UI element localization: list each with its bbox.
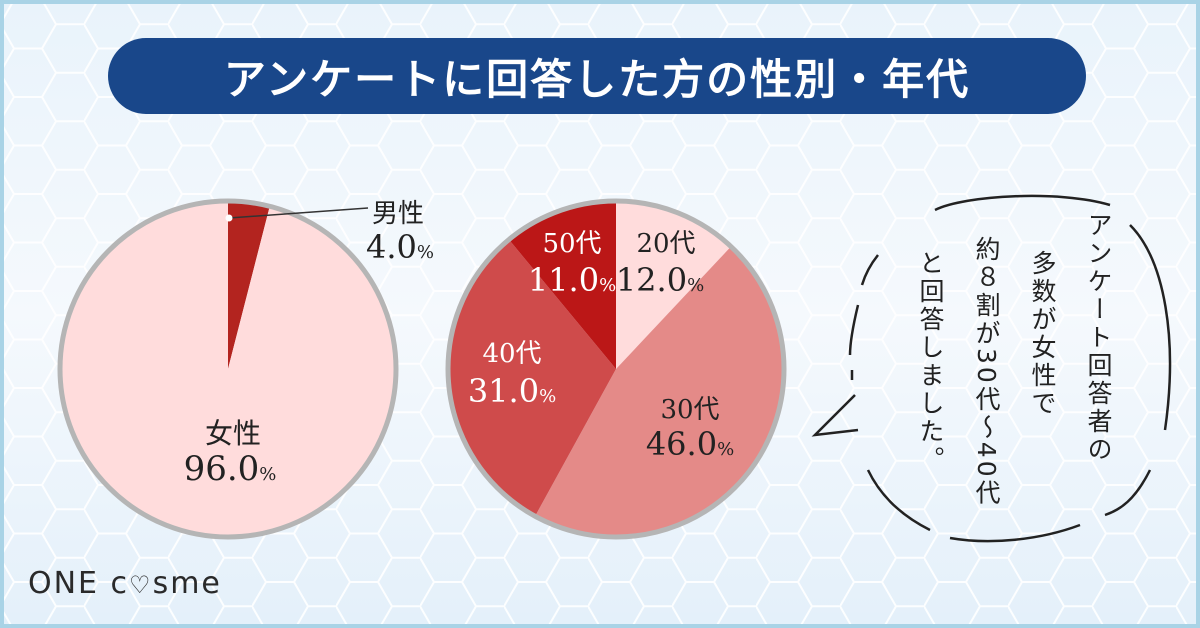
age30-label: 30代 bbox=[660, 395, 719, 425]
age-slice-1 bbox=[535, 246, 785, 538]
male-value: 4.0 bbox=[366, 228, 417, 266]
male-label: 男性 bbox=[372, 199, 424, 229]
bubble-line-1: アンケート回答者の bbox=[1084, 212, 1113, 464]
age40-value-label: 31.0% bbox=[468, 372, 556, 410]
age40-value: 31.0 bbox=[468, 372, 539, 410]
age-outline bbox=[445, 198, 787, 540]
page-title: アンケートに回答した方の性別・年代 bbox=[223, 54, 971, 104]
bubble-line-4: と回答しました。 bbox=[916, 250, 945, 474]
age-slice-0 bbox=[616, 201, 732, 369]
gender-pie-chart bbox=[57, 198, 399, 540]
age50-value: 11.0 bbox=[528, 261, 599, 299]
age30-value: 46.0 bbox=[646, 425, 717, 463]
age40-unit: % bbox=[539, 386, 556, 407]
bubble-line-2: 多数が女性で bbox=[1028, 250, 1057, 418]
male-value-label: 4.0% bbox=[366, 228, 434, 266]
age-slice-2 bbox=[448, 239, 616, 517]
age20-value: 12.0 bbox=[616, 261, 687, 299]
male-leader-line bbox=[228, 207, 369, 219]
title-banner: アンケートに回答した方の性別・年代 bbox=[108, 38, 1086, 114]
age30-unit: % bbox=[717, 439, 734, 460]
age-slice-3 bbox=[508, 201, 616, 369]
age20-value-label: 12.0% bbox=[616, 261, 704, 299]
age30-value-label: 46.0% bbox=[646, 425, 734, 463]
age20-unit: % bbox=[687, 275, 704, 296]
age40-label: 40代 bbox=[482, 339, 541, 369]
heart-icon: ♡ bbox=[129, 571, 153, 599]
gender-slice-1 bbox=[59, 201, 396, 537]
gender-slice-0 bbox=[228, 201, 270, 369]
one-cosme-logo: ONE c♡sme bbox=[28, 566, 222, 601]
age-pie-chart bbox=[445, 198, 787, 540]
age50-unit: % bbox=[599, 275, 616, 296]
male-unit: % bbox=[417, 242, 434, 263]
male-leader-dot bbox=[225, 214, 233, 222]
female-value-label: 96.0% bbox=[184, 449, 277, 489]
bubble-line-3: 約８割が30代～40代 bbox=[972, 236, 1001, 508]
gender-outline bbox=[57, 198, 399, 540]
age50-label: 50代 bbox=[542, 229, 601, 259]
female-value: 96.0 bbox=[184, 449, 260, 489]
logo-text-b: sme bbox=[152, 566, 222, 601]
logo-text-a: ONE c bbox=[28, 566, 130, 601]
female-label: 女性 bbox=[205, 417, 261, 450]
female-unit: % bbox=[259, 464, 276, 485]
age20-label: 20代 bbox=[636, 229, 695, 259]
age50-value-label: 11.0% bbox=[528, 261, 616, 299]
